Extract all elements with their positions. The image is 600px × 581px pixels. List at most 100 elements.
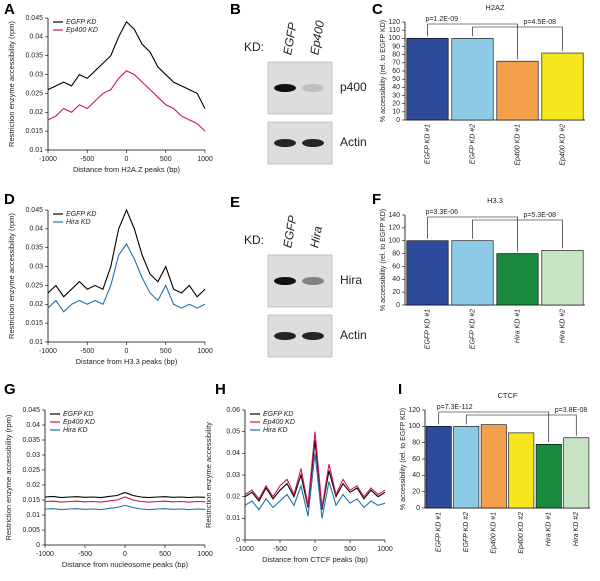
y-tick-label: 20 (392, 101, 400, 108)
y-tick-label: 50 (392, 76, 400, 83)
x-tick-label: Ep400 KD #2 (518, 512, 525, 554)
bar (453, 426, 480, 509)
significance-bracket (472, 26, 563, 52)
x-tick-label: Hira KD #1 (514, 309, 521, 343)
band-label: p400 (340, 80, 367, 94)
y-tick-label: 0.01 (29, 147, 43, 154)
x-axis-label: Distance from nucleosome peaks (bp) (62, 560, 189, 569)
y-tick-label: 0.04 (29, 34, 43, 41)
significance-bracket (427, 23, 518, 60)
panel-letter: I (398, 381, 402, 398)
y-tick-label: 40 (412, 472, 420, 479)
y-tick-label: 0.02 (226, 494, 240, 501)
y-tick-label: 90 (392, 43, 400, 50)
y-tick-label: 30 (392, 92, 400, 99)
y-tick-label: 0.03 (26, 452, 40, 459)
y-tick-label: 20 (412, 489, 420, 496)
series-line (244, 453, 386, 519)
bar (496, 253, 539, 306)
blot-band (274, 139, 296, 147)
bar (425, 426, 452, 509)
p-value: p=7.3E-112 (437, 404, 473, 411)
y-tick-label: 0.015 (25, 128, 43, 135)
y-tick-label: 0.02 (29, 301, 43, 308)
y-tick-label: 60 (392, 263, 400, 270)
y-tick-label: 0.05 (226, 429, 240, 436)
bar (535, 443, 562, 509)
series-line (244, 431, 386, 508)
x-axis-label: Distance from H3.3 peaks (bp) (76, 357, 178, 366)
blot-band (274, 332, 296, 340)
legend-label: Hira KD (66, 219, 91, 226)
bar (451, 240, 494, 306)
panel-letter: F (372, 191, 381, 208)
y-tick-label: 0 (36, 542, 40, 549)
lane-label: Hira (307, 225, 325, 249)
y-tick-label: 0.015 (25, 320, 43, 327)
y-tick-label: 0 (396, 117, 400, 124)
y-tick-label: 0.025 (25, 282, 43, 289)
y-tick-label: 60 (412, 456, 420, 463)
y-axis-label: % accessibility (rel. to EGFP KD) (380, 209, 387, 311)
blot-band (274, 84, 296, 92)
p-value: p=3.3E-06 (426, 209, 459, 216)
y-tick-label: 120 (388, 225, 400, 232)
y-axis-label: Restriction enzyme accessibility (204, 422, 213, 528)
x-tick-label: -500 (80, 348, 94, 355)
x-tick-label: Ep400 KD #2 (559, 124, 566, 166)
x-axis-label: Distance from CTCF peaks (bp) (262, 555, 368, 564)
y-tick-label: 0.04 (26, 422, 40, 429)
x-tick-label: Hira KD #2 (573, 512, 580, 546)
y-tick-label: 0.035 (25, 245, 43, 252)
y-tick-label: 0 (236, 537, 240, 544)
chart-title: CTCF (498, 391, 518, 400)
x-tick-label: 0 (313, 546, 317, 553)
x-tick-label: -500 (273, 546, 287, 553)
y-tick-label: 0.03 (226, 472, 240, 479)
panel-letter: C (372, 1, 383, 18)
x-tick-label: EGFP KD #2 (463, 512, 470, 552)
y-tick-label: 0.005 (22, 527, 40, 534)
y-tick-label: 0.025 (22, 467, 40, 474)
chart-title: H3.3 (487, 196, 503, 205)
legend-label: EGFP KD (263, 411, 293, 418)
x-tick-label: EGFP KD #2 (469, 124, 476, 164)
x-tick-label: 1000 (377, 546, 393, 553)
x-tick-label: 0 (125, 156, 129, 163)
blot-band (302, 277, 324, 285)
x-tick-label: EGFP KD #1 (424, 309, 431, 349)
x-tick-label: -500 (80, 156, 94, 163)
chart-title: H2AZ (485, 3, 505, 12)
y-tick-label: 0.045 (22, 407, 40, 414)
y-tick-label: 100 (408, 423, 420, 430)
y-tick-label: 100 (388, 238, 400, 245)
x-tick-label: Ep400 KD #1 (491, 512, 498, 554)
y-tick-label: 80 (412, 440, 420, 447)
y-axis-label: % accessibility (rel. to EGFP KD) (380, 20, 387, 122)
x-tick-label: 1000 (197, 551, 213, 558)
y-tick-label: 0 (396, 302, 400, 309)
bar (406, 240, 449, 306)
x-tick-label: -1000 (236, 546, 254, 553)
y-tick-label: 100 (388, 35, 400, 42)
panel-letter: A (4, 1, 15, 18)
y-tick-label: 120 (408, 407, 420, 414)
x-tick-label: 0 (125, 348, 129, 355)
y-tick-label: 10 (392, 109, 400, 116)
legend-label: Hira KD (263, 427, 288, 434)
x-tick-label: EGFP KD #1 (424, 124, 431, 164)
x-tick-label: 500 (344, 546, 356, 553)
panel-letter: D (4, 191, 15, 208)
y-axis-label: Restriction enzyme accessibility (rpm) (7, 21, 16, 147)
significance-bracket (472, 219, 563, 249)
y-axis-label: Restriction enzyme accessibility (rpm) (4, 414, 13, 540)
y-axis-label: Restriction enzyme accessibility (rpm) (7, 213, 16, 339)
blot-band (302, 84, 324, 92)
bar (496, 60, 539, 121)
y-tick-label: 0.01 (226, 515, 240, 522)
x-axis-label: Distance from H2A.Z peaks (bp) (73, 165, 181, 174)
y-tick-label: 0.04 (226, 450, 240, 457)
x-tick-label: -1000 (36, 551, 54, 558)
blot-band (302, 139, 324, 147)
